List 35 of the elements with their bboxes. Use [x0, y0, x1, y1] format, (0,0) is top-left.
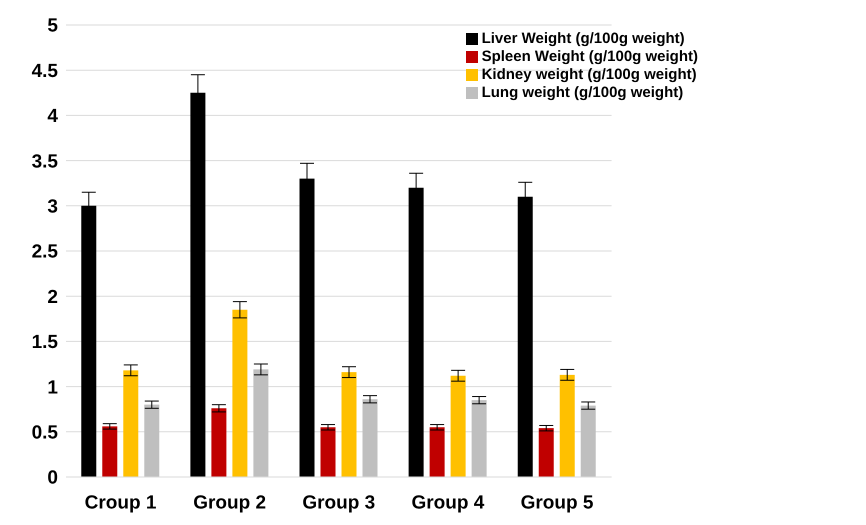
bar	[450, 376, 466, 477]
bar	[430, 427, 445, 477]
bar	[472, 400, 487, 477]
bar	[560, 374, 575, 477]
y-tick-label: 2	[47, 286, 58, 308]
legend-label: Lung weight (g/100g weight)	[482, 84, 684, 101]
y-tick-label: 3.5	[32, 151, 58, 172]
x-tick-label: Croup 1	[84, 492, 157, 514]
y-tick-label: 1	[47, 377, 58, 398]
y-tick-label: 4	[47, 106, 58, 128]
bar	[362, 399, 378, 477]
y-tick-label: 3	[47, 196, 58, 218]
bar	[144, 404, 160, 477]
bar	[320, 427, 336, 477]
x-tick-label: Group 3	[302, 492, 376, 514]
y-tick-label: 1.5	[32, 332, 58, 354]
bar	[580, 406, 596, 477]
legend-label: Liver Weight (g/100g weight)	[482, 30, 685, 47]
bar	[123, 370, 138, 477]
bar	[342, 372, 357, 477]
bar	[253, 369, 268, 477]
bar	[232, 310, 248, 477]
y-tick-label: 5	[47, 16, 58, 37]
legend-label: Kidney weight (g/100g weight)	[482, 66, 697, 83]
bar	[538, 428, 554, 477]
x-tick-label: Group 4	[411, 492, 485, 514]
x-tick-label: Group 2	[193, 492, 266, 514]
bar	[102, 426, 118, 477]
y-tick-label: 0	[47, 468, 58, 489]
y-tick-label: 0.5	[32, 422, 58, 444]
x-tick-label: Group 5	[520, 492, 594, 514]
legend-label: Spleen Weight (g/100g weight)	[482, 48, 698, 65]
bar	[211, 408, 226, 477]
y-tick-label: 4.5	[32, 60, 58, 82]
y-tick-label: 2.5	[32, 242, 58, 263]
